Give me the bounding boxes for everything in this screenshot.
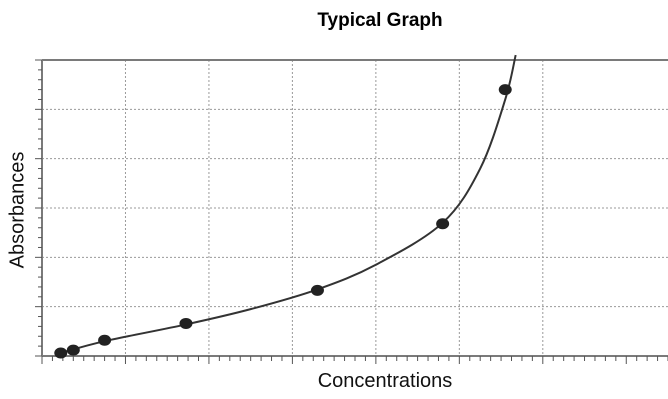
curve-layer bbox=[60, 54, 517, 355]
data-point bbox=[310, 284, 324, 296]
chart-title: Typical Graph bbox=[317, 10, 443, 31]
fit-curve bbox=[60, 54, 517, 355]
data-point bbox=[66, 344, 80, 356]
x-axis-label: Concentrations bbox=[317, 370, 453, 392]
axes bbox=[35, 59, 668, 364]
data-point bbox=[98, 334, 112, 346]
data-point bbox=[179, 317, 193, 329]
grid bbox=[42, 60, 668, 356]
data-point bbox=[498, 84, 512, 96]
data-point bbox=[54, 347, 68, 359]
data-point bbox=[436, 218, 450, 230]
points-layer bbox=[54, 84, 512, 359]
